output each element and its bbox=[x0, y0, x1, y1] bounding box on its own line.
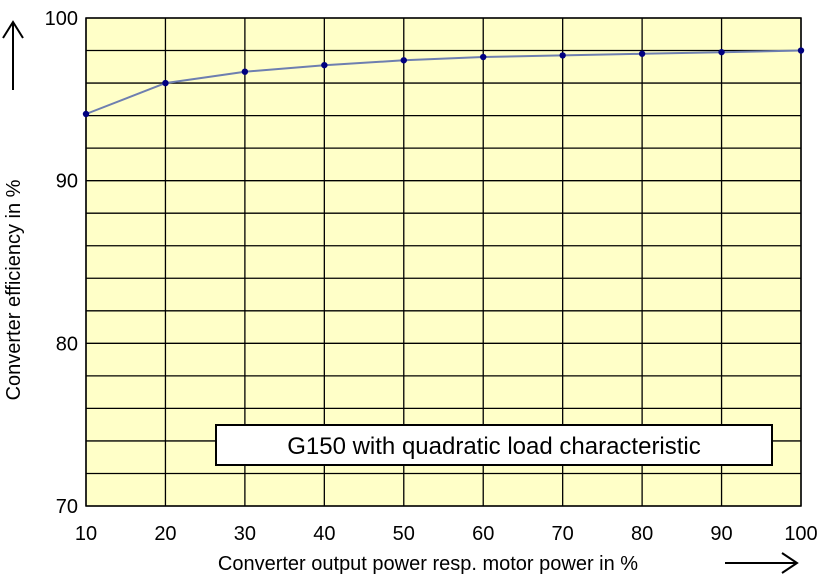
x-tick-label: 80 bbox=[631, 523, 653, 545]
y-tick-label: 80 bbox=[56, 333, 78, 355]
y-tick-label: 90 bbox=[56, 171, 78, 193]
data-point bbox=[241, 68, 249, 75]
efficiency-series-markers bbox=[82, 47, 805, 118]
y-axis-ticks: 70 80 90 100 bbox=[45, 8, 78, 518]
annotation-frame bbox=[215, 424, 773, 466]
x-tick-label: 30 bbox=[234, 523, 256, 545]
x-tick-label: 60 bbox=[472, 523, 494, 545]
x-tick-label: 10 bbox=[75, 523, 97, 545]
x-tick-label: 20 bbox=[154, 523, 176, 545]
data-point bbox=[559, 52, 566, 59]
x-axis-label: Converter output power resp. motor power… bbox=[218, 553, 638, 575]
x-tick-label: 100 bbox=[784, 523, 817, 545]
data-point bbox=[400, 57, 407, 64]
annotation-box: G150 with quadratic load characteristic bbox=[215, 424, 773, 466]
x-axis-ticks: 10 20 30 40 50 60 70 80 90 100 bbox=[75, 523, 818, 545]
data-point bbox=[797, 47, 805, 54]
efficiency-series-line bbox=[85, 49, 802, 115]
x-tick-label: 40 bbox=[313, 523, 335, 545]
annotation-text: G150 with quadratic load characteristic bbox=[287, 433, 701, 460]
data-point bbox=[480, 53, 487, 61]
x-tick-label: 90 bbox=[710, 523, 732, 545]
x-axis-arrow-icon bbox=[725, 552, 799, 574]
x-tick-label: 70 bbox=[552, 523, 574, 545]
y-tick-label: 70 bbox=[56, 496, 78, 518]
data-point bbox=[638, 50, 646, 57]
x-tick-label: 50 bbox=[393, 523, 415, 545]
y-tick-label: 100 bbox=[45, 8, 78, 30]
plot-border bbox=[85, 17, 802, 507]
data-point bbox=[718, 48, 725, 56]
y-axis-label: Converter efficiency in % bbox=[3, 179, 25, 400]
data-point bbox=[82, 110, 90, 118]
data-point bbox=[321, 61, 328, 69]
data-point bbox=[162, 79, 169, 87]
y-axis-arrow-icon bbox=[2, 20, 24, 90]
